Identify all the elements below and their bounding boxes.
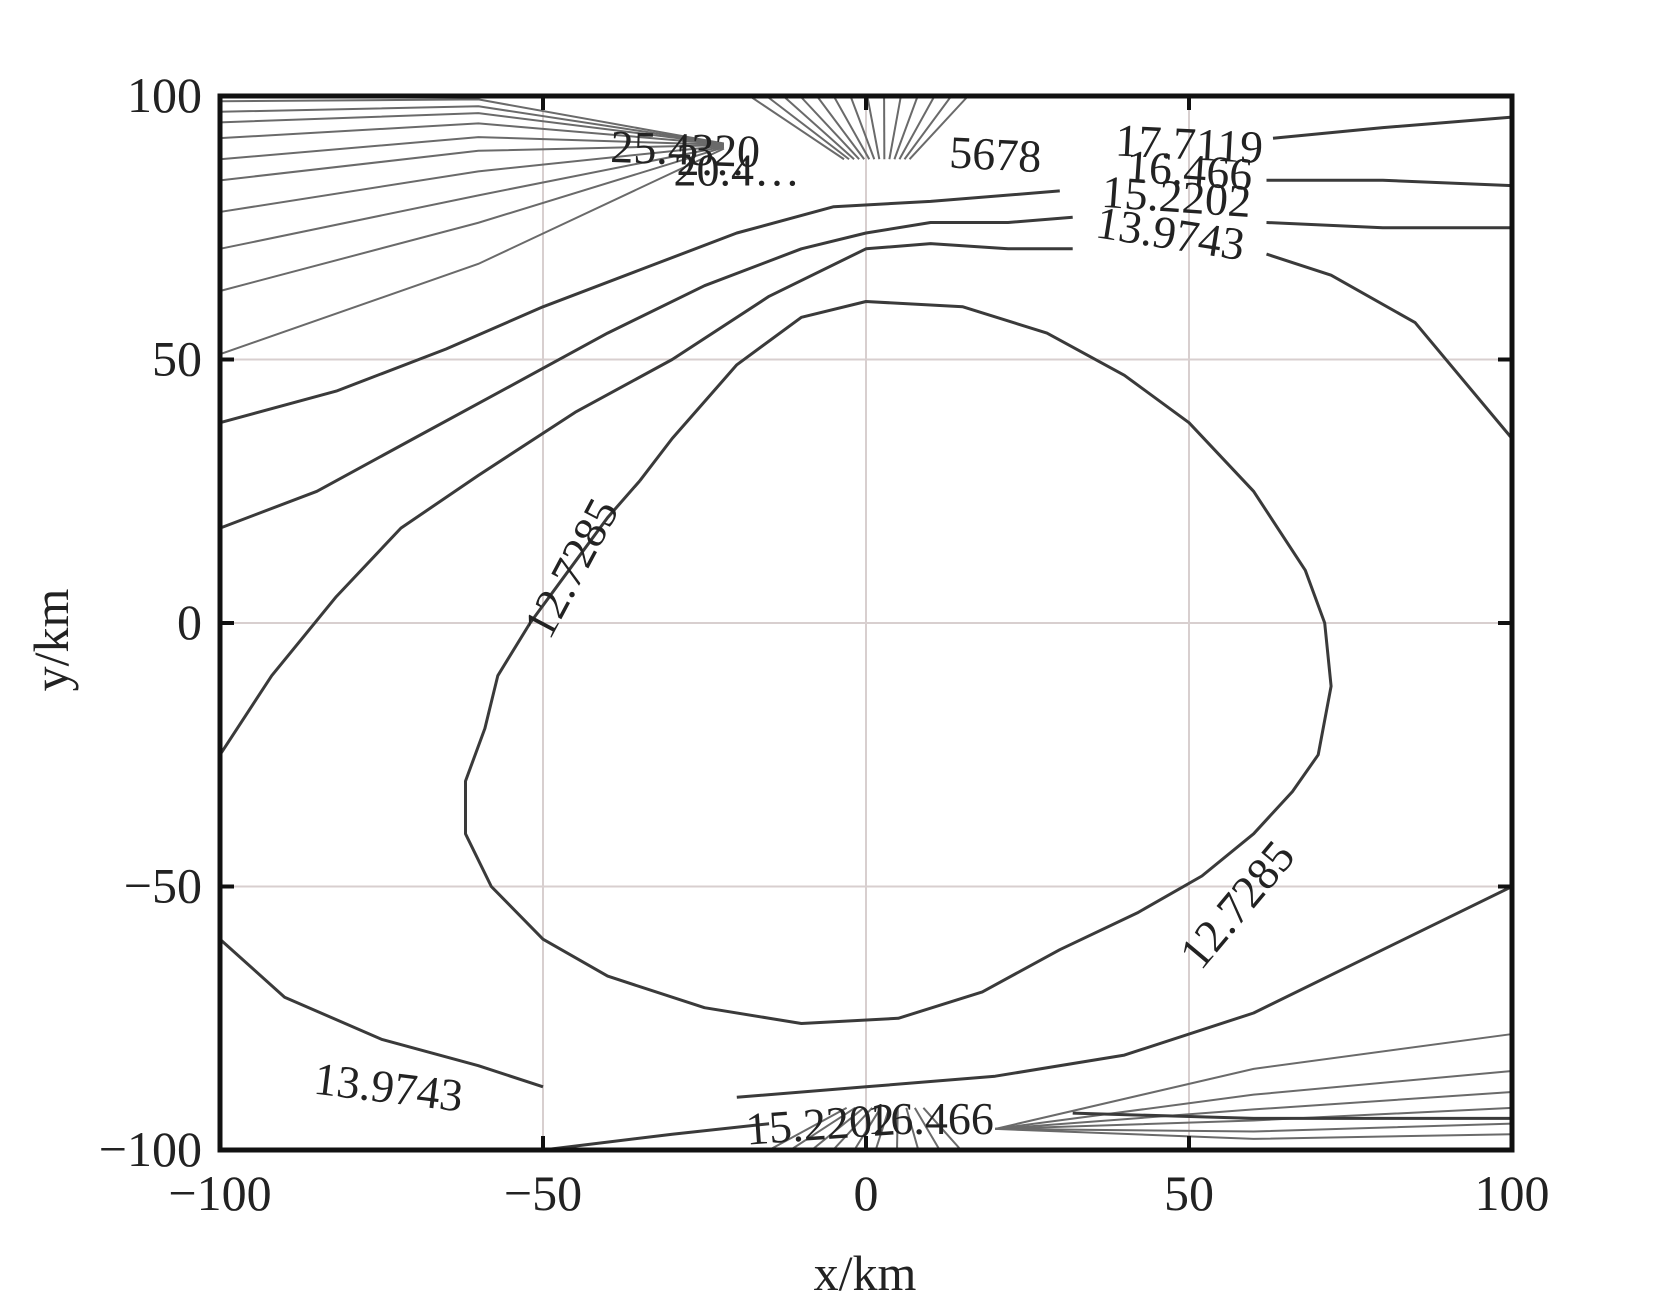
contour-line-16-466: [219, 189, 1060, 425]
dense-contour-line: [219, 98, 725, 145]
dense-contour-line: [749, 95, 845, 161]
dense-contour-line: [219, 105, 725, 145]
y-tick-label: −100: [99, 1121, 202, 1177]
contour-label: 20.4…: [674, 145, 801, 196]
contour-label: 17.7119: [1114, 114, 1264, 173]
axis-ticks: −100 −50 0 50 100 100 50 0 −50 −100: [99, 67, 1550, 1221]
dense-contour-line: [995, 1122, 1513, 1133]
dense-contour-line: [219, 136, 724, 161]
dense-contour-line: [896, 1107, 899, 1151]
dense-contour-line: [995, 1127, 1513, 1140]
x-tick-label: −50: [504, 1165, 582, 1221]
contour-label: 15.2202: [744, 1093, 897, 1154]
dense-contour-line: [905, 1107, 920, 1151]
dense-contour-line: [799, 95, 860, 160]
contour-line-15-2202: [219, 215, 1073, 530]
dense-contour-line: [893, 95, 919, 160]
dense-contour-line: [994, 1033, 1513, 1130]
contour-line-12-7285: [464, 300, 1333, 1025]
dense-contour-line: [866, 95, 881, 160]
dense-contour-line: [768, 1106, 848, 1151]
contour-label: 15.2202: [1100, 166, 1253, 227]
y-tick-label: 0: [177, 594, 202, 650]
contour-line-17-7119: [1272, 115, 1513, 140]
dense-contour-line: [908, 95, 969, 160]
dense-contour-line: [995, 1069, 1513, 1130]
y-tick-label: 100: [127, 67, 202, 123]
dense-contour-line: [898, 95, 936, 160]
grid: [220, 96, 1512, 1150]
contour-label: 13.9743: [311, 1053, 466, 1122]
contour-line-13-9743: [218, 242, 1073, 756]
x-tick-label: 50: [1164, 1165, 1214, 1221]
dense-contour-line: [995, 1091, 1513, 1130]
contour-lines: [218, 115, 1514, 1152]
dense-contour-line: [816, 95, 865, 160]
contour-label: 16.466: [1124, 140, 1254, 200]
dense-contour-line: [849, 95, 876, 160]
contour-line-16-466: [1072, 1111, 1512, 1120]
contour-line-15-2202: [542, 1122, 770, 1152]
contour-label: 5678: [948, 126, 1043, 182]
dense-contour-line: [874, 1107, 891, 1151]
dense-contour-line: [832, 1107, 873, 1151]
contour-line-13-9743: [218, 938, 544, 1089]
contour-line-15-2202: [1266, 221, 1512, 230]
x-tick-label: 100: [1475, 1165, 1550, 1221]
dense-contour-line: [913, 1107, 941, 1151]
dense-contour-line: [903, 95, 953, 160]
dense-contour-line: [888, 95, 902, 160]
x-axis-label: x/km: [814, 1245, 917, 1300]
dense-contour-line: [789, 1107, 856, 1151]
x-tick-label: 0: [854, 1165, 879, 1221]
contour-label: 25.4320: [610, 121, 761, 177]
contour-label: 2…: [676, 134, 745, 185]
dense-contour-line: [922, 1107, 962, 1151]
contour-line-16-466: [1266, 178, 1513, 188]
y-axis-label: y/km: [23, 589, 79, 692]
dense-contour-lines: [219, 95, 1513, 1151]
dense-contour-line: [811, 1107, 865, 1151]
dense-contour-line: [765, 95, 850, 161]
contour-line-13-9743: [736, 885, 1513, 1099]
contour-label: 16.466: [867, 1093, 994, 1144]
dense-contour-line: [219, 122, 724, 146]
dense-contour-line: [219, 144, 724, 213]
dense-contour-line: [219, 147, 725, 356]
dense-contour-line: [832, 95, 871, 160]
dense-contour-line: [853, 1107, 882, 1151]
contour-line-13-9743: [1266, 252, 1514, 440]
y-tick-label: 50: [152, 331, 202, 387]
dense-contour-line: [219, 145, 725, 250]
dense-contour-line: [219, 146, 725, 292]
dense-contour-line: [219, 144, 724, 182]
y-tick-label: −50: [124, 858, 202, 914]
dense-contour-line: [782, 95, 855, 160]
x-tick-label: −100: [168, 1165, 271, 1221]
dense-contour-line: [219, 112, 725, 145]
dense-contour-line: [995, 1106, 1513, 1130]
